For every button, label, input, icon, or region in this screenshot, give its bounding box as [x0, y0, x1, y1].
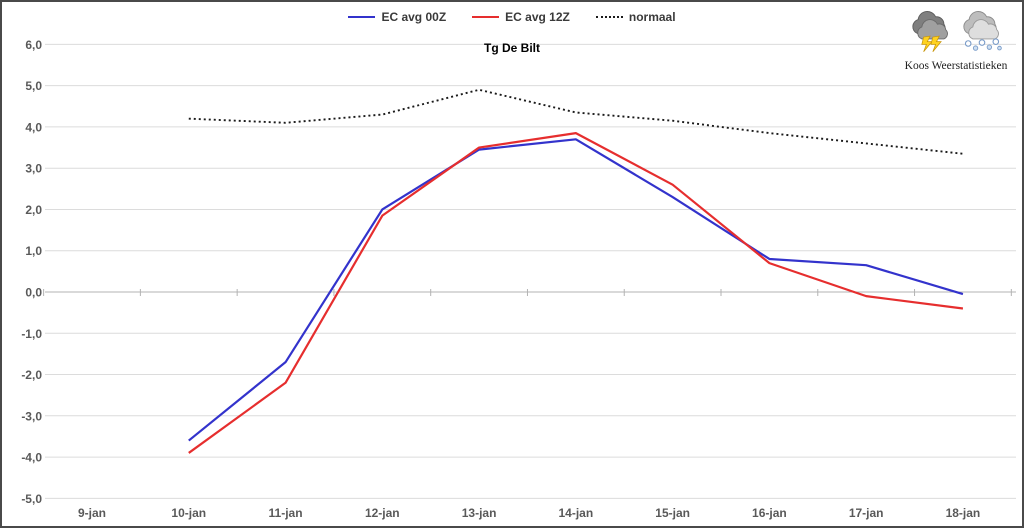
y-axis-tick-label: -1,0 [21, 327, 42, 341]
legend-item-normaal: normaal [595, 10, 676, 24]
snow-cloud-icon [962, 11, 1002, 51]
chart-title: Tg De Bilt [484, 41, 540, 55]
y-axis-tick-label: -5,0 [21, 492, 42, 506]
x-axis-tick-label: 13-jan [462, 506, 497, 520]
legend-label: normaal [628, 10, 676, 24]
y-axis-tick-label: 4,0 [25, 120, 42, 134]
series-line-normaal [188, 88, 964, 155]
x-axis-tick-label: 15-jan [655, 506, 690, 520]
x-axis-tick-label: 17-jan [849, 506, 884, 520]
y-axis-tick-label: 0,0 [25, 286, 42, 300]
legend-item-ec-avg-12z: EC avg 12Z [472, 10, 570, 24]
x-axis-tick-label: 18-jan [946, 506, 981, 520]
y-axis-tick-label: 5,0 [25, 79, 42, 93]
legend-label: EC avg 12Z [505, 10, 570, 24]
y-axis-tick-label: 3,0 [25, 162, 42, 176]
y-axis-tick-label: 1,0 [25, 244, 42, 258]
x-axis-tick-label: 14-jan [559, 506, 594, 520]
x-axis-tick-label: 9-jan [78, 506, 106, 520]
y-axis-tick-label: 2,0 [25, 203, 42, 217]
x-axis-tick-label: 12-jan [365, 506, 400, 520]
legend-label: EC avg 00Z [381, 10, 447, 24]
y-axis-tick-label: -4,0 [21, 451, 42, 465]
legend-line-swatch-dotted [595, 16, 623, 18]
branding-icons [900, 10, 1012, 54]
legend-line-swatch-red [472, 16, 500, 18]
branding: Koos Weerstatistieken [900, 10, 1012, 72]
branding-text: Koos Weerstatistieken [904, 60, 1008, 72]
x-axis-tick-label: 16-jan [752, 506, 787, 520]
y-axis-tick-label: -3,0 [21, 409, 42, 423]
chart-legend: EC avg 00Z EC avg 12Z normaal [2, 10, 1022, 24]
legend-line-swatch-blue [348, 16, 376, 18]
x-axis-tick-label: 10-jan [171, 506, 206, 520]
y-axis-tick-label: -2,0 [21, 368, 42, 382]
series-line-ec-avg-12z [188, 132, 964, 454]
y-axis-tick-label: 6,0 [25, 38, 42, 52]
series-line-ec-avg-00z [188, 138, 964, 442]
legend-item-ec-avg-00z: EC avg 00Z [348, 10, 446, 24]
thunderstorm-cloud-icon [911, 11, 948, 53]
x-axis-tick-label: 11-jan [269, 506, 303, 520]
